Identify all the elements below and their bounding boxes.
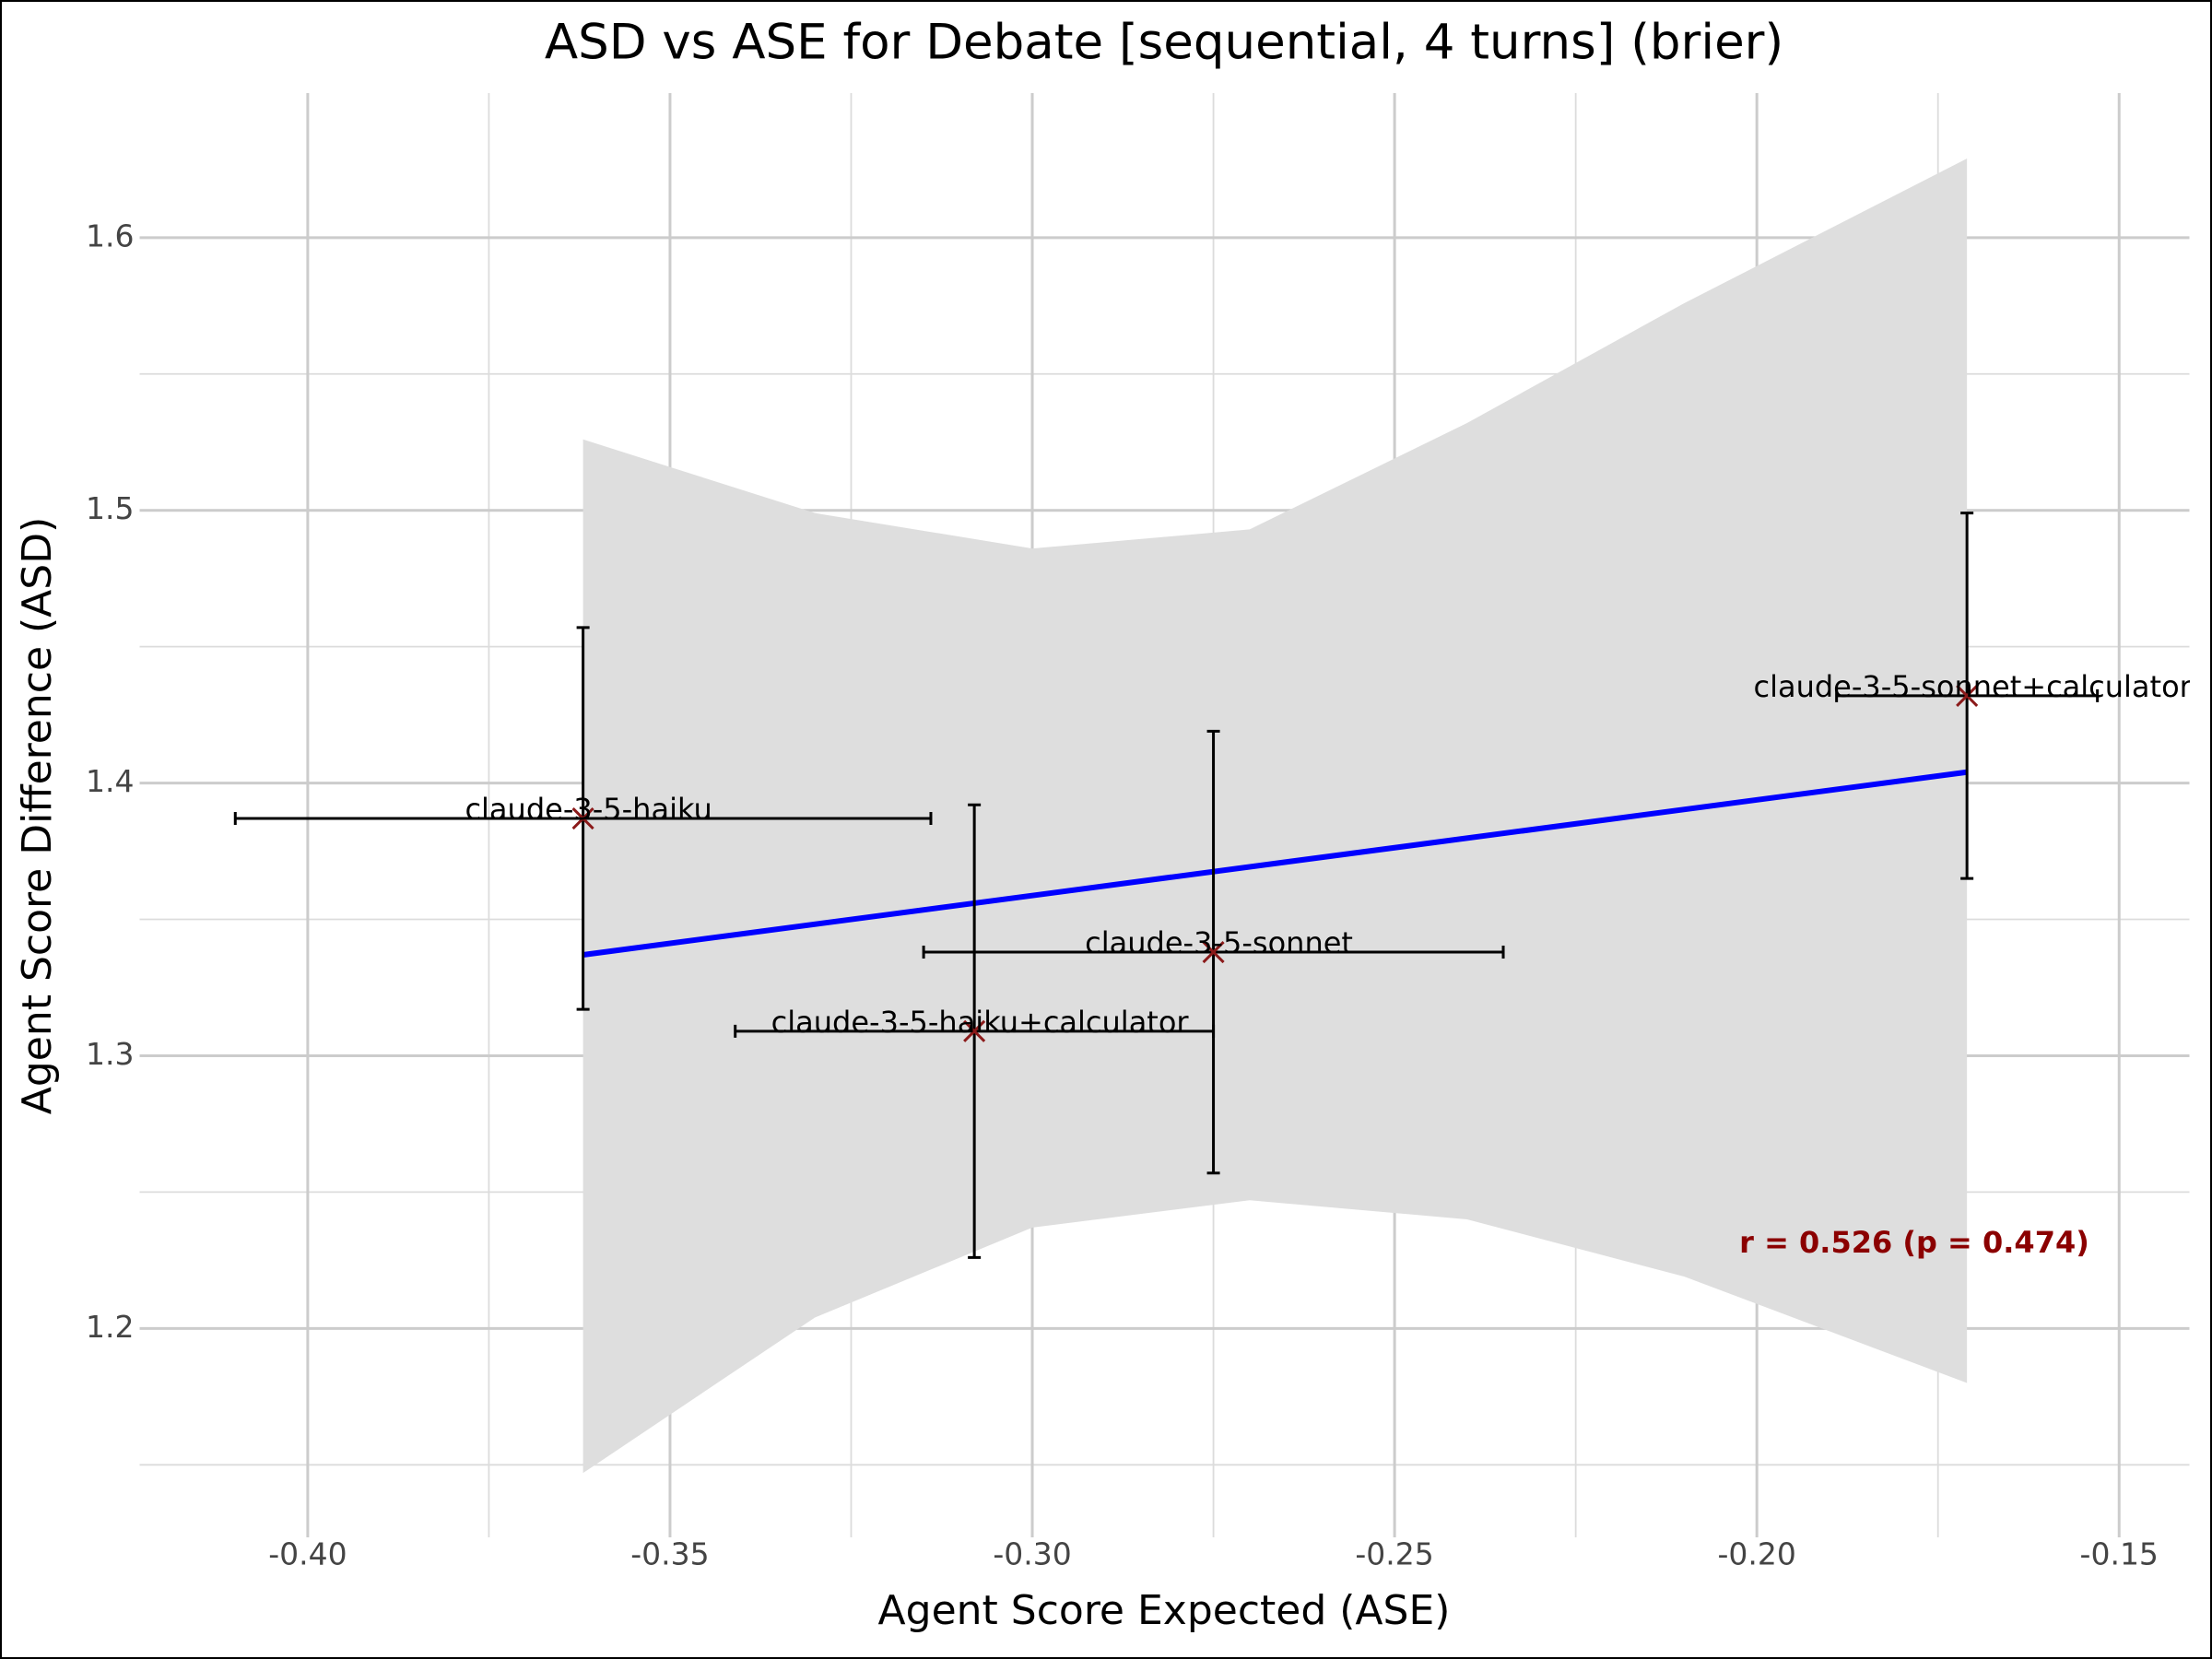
x-tick-label: -0.20 xyxy=(1717,1536,1795,1572)
point-label: claude-3-5-haiku xyxy=(465,792,712,827)
y-tick-label: 1.2 xyxy=(86,1309,134,1345)
x-tick-label: -0.30 xyxy=(993,1536,1071,1572)
point-label: claude-3-5-sonnet+calculator xyxy=(1753,669,2192,704)
annotation: r = 0.526 (p = 0.474) xyxy=(1739,1225,2089,1260)
y-tick-label: 1.4 xyxy=(86,763,134,799)
y-tick-label: 1.6 xyxy=(86,218,134,253)
point-label: claude-3-5-sonnet xyxy=(1085,925,1353,960)
y-tick-label: 1.3 xyxy=(86,1036,134,1072)
regression-line xyxy=(582,769,1968,958)
plot-area: claude-3-5-haiku claude-3-5-haiku+calcula… xyxy=(233,159,2192,1474)
chart-title: ASD vs ASE for Debate [sequential, 4 tur… xyxy=(545,15,1783,71)
confidence-band xyxy=(582,159,1968,1474)
point xyxy=(1202,940,1225,964)
point-label: claude-3-5-haiku+calculator xyxy=(771,1005,1190,1040)
x-tick-label: -0.40 xyxy=(268,1536,347,1572)
x-tick-label: -0.25 xyxy=(1355,1536,1433,1572)
point xyxy=(963,1019,986,1042)
point xyxy=(1956,684,1979,707)
y-tick-label: 1.5 xyxy=(86,490,134,526)
x-axis-label: Agent Score Expected (ASE) xyxy=(878,1587,1451,1634)
y-axis-label: Agent Score Difference (ASD) xyxy=(14,517,61,1115)
x-tick-label: -0.15 xyxy=(2080,1536,2159,1572)
x-tick-label: -0.35 xyxy=(630,1536,709,1572)
point xyxy=(571,806,594,830)
